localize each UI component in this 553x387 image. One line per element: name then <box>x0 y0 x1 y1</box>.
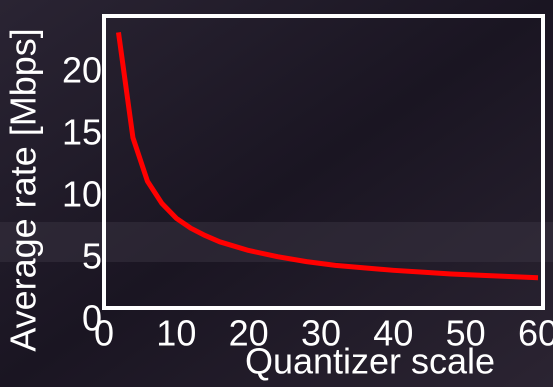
x-tick-label: 40 <box>373 313 413 354</box>
x-tick-label: 30 <box>301 313 341 354</box>
x-tick-label: 20 <box>229 313 269 354</box>
x-tick-label: 0 <box>94 313 114 354</box>
x-tick-label: 50 <box>446 313 486 354</box>
x-tick-label: 10 <box>156 313 196 354</box>
y-tick-label: 15 <box>62 112 102 153</box>
y-axis-title: Average rate [Mbps] <box>3 28 44 352</box>
y-tick-label: 20 <box>62 50 102 91</box>
y-tick-label: 5 <box>82 236 102 277</box>
x-tick-label: 60 <box>518 313 553 354</box>
y-tick-label: 10 <box>62 174 102 215</box>
chart: Quantizer scale Average rate [Mbps] 0510… <box>0 0 553 387</box>
page: {"chart_data": {"type": "line", "x_label… <box>0 0 553 387</box>
